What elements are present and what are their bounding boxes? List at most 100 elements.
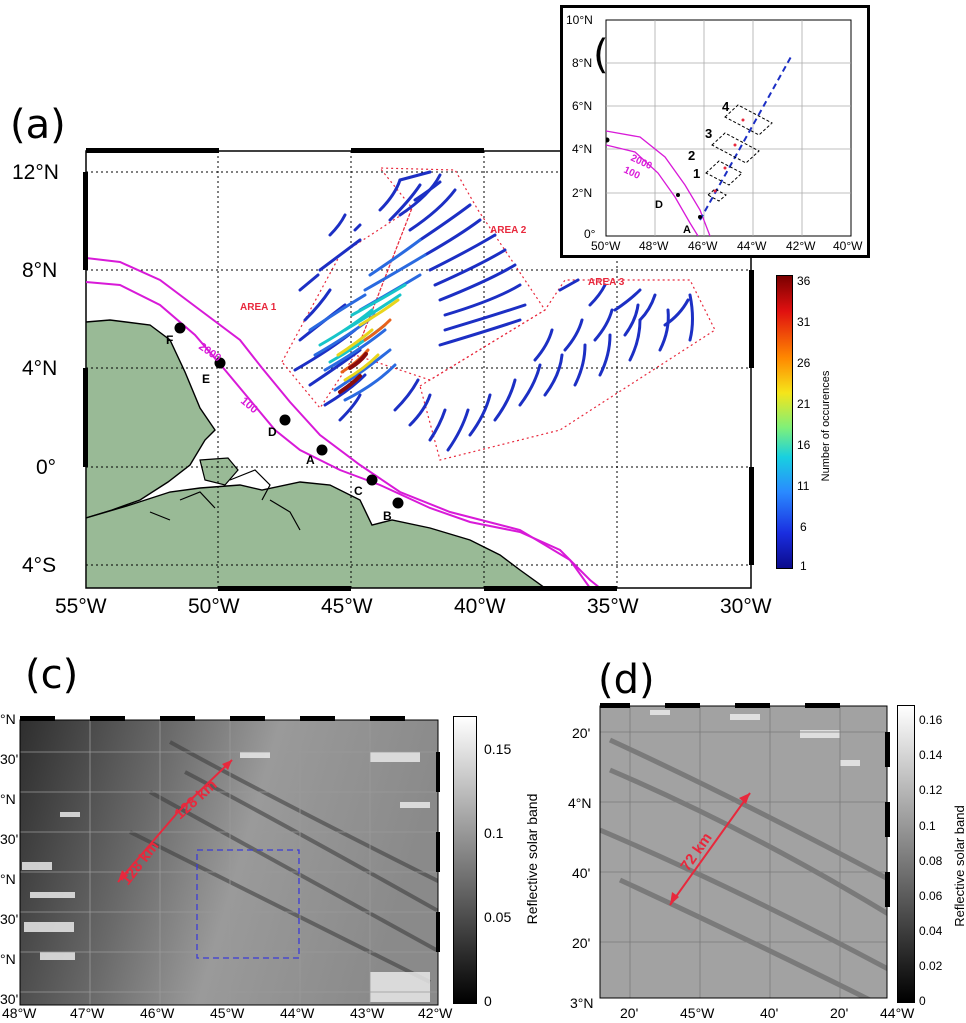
station-label: A — [683, 224, 691, 236]
lon-tick: 45°W — [321, 595, 373, 618]
land-mass — [86, 481, 547, 588]
box-label: 4 — [722, 99, 730, 114]
lon-tick: 44°W — [880, 1005, 915, 1021]
box-label: 2 — [688, 148, 695, 163]
land-mass — [199, 457, 239, 486]
lon-tick: 45°W — [680, 1005, 715, 1021]
panel-c-image: 128 km 128 km — [19, 716, 440, 1006]
lon-tick: 50°W — [188, 595, 240, 618]
colorbar-label: Reflective solar band — [524, 793, 540, 925]
colorbar-tick: 16 — [797, 438, 811, 452]
colorbar-tick: 0.02 — [919, 959, 943, 973]
colorbar-tick: 0 — [484, 993, 492, 1009]
panel-a-label: (a) — [10, 102, 66, 148]
colorbar-tick: 6 — [800, 520, 807, 534]
lon-tick: 42°W — [786, 239, 816, 253]
lat-tick: 40' — [572, 865, 591, 881]
wave-tracks — [293, 170, 694, 452]
lat-tick: 12°N — [12, 161, 59, 184]
lat-tick: 4°S — [22, 554, 57, 577]
panel-c-label: (c) — [25, 652, 79, 698]
colorbar-reflective-c — [453, 716, 477, 1004]
lon-tick: 40' — [760, 1005, 779, 1021]
lat-tick: 30' — [0, 831, 19, 847]
lat-tick: 8°N — [22, 259, 58, 282]
colorbar-occurrences — [776, 275, 793, 569]
panel-d-label: (d) — [598, 657, 655, 703]
station-label: B — [383, 509, 392, 523]
area-label: AREA 1 — [240, 302, 277, 313]
colorbar-tick: 0 — [919, 994, 926, 1008]
colorbar-tick: 36 — [797, 274, 811, 288]
station-label: D — [268, 425, 277, 439]
lon-tick: 45°W — [210, 1005, 245, 1021]
lat-tick: 30' — [0, 751, 19, 767]
lat-tick: 0° — [584, 227, 596, 241]
colorbar-tick: 0.16 — [919, 713, 943, 727]
lon-tick: 40°W — [454, 595, 506, 618]
lon-tick: 48°W — [2, 1005, 37, 1021]
colorbar-reflective-d — [897, 705, 915, 1003]
lon-tick: 55°W — [55, 595, 107, 618]
isobath-2000 — [86, 257, 591, 588]
lat-tick: 4°N — [22, 357, 58, 380]
station-label: C — [354, 484, 363, 498]
panel-d-image: 72 km — [599, 703, 890, 999]
lat-tick: °N — [0, 951, 16, 967]
lat-tick: 4°N — [572, 142, 593, 156]
lat-tick: 30' — [0, 911, 19, 927]
lat-tick: 0° — [36, 456, 57, 479]
lon-tick: 40°W — [833, 239, 863, 253]
lat-tick: 8°N — [572, 56, 593, 70]
lon-tick: 20' — [620, 1005, 639, 1021]
panel-b-map: 4 3 2 1 2000 100 D A — [605, 19, 852, 237]
colorbar-tick: 0.1 — [484, 825, 504, 841]
lon-tick: 20' — [830, 1005, 849, 1021]
colorbar-tick: 0.1 — [919, 819, 936, 833]
colorbar-tick: 11 — [797, 479, 810, 493]
colorbar-tick: 31 — [797, 315, 811, 329]
lon-tick: 46°W — [140, 1005, 175, 1021]
box-label: 3 — [705, 126, 712, 141]
colorbar-tick: 0.14 — [919, 748, 943, 762]
lon-tick: 44°W — [737, 239, 767, 253]
box-label: 1 — [693, 166, 700, 181]
lon-tick: 35°W — [587, 595, 639, 618]
lon-tick: 44°W — [280, 1005, 315, 1021]
lat-tick: 6°N — [572, 99, 593, 113]
lat-tick: °N — [0, 711, 16, 727]
lon-tick: 50°W — [591, 239, 621, 253]
colorbar-tick: 0.12 — [919, 783, 943, 797]
lon-tick: 42°W — [418, 1005, 453, 1021]
lat-tick: 20' — [572, 725, 591, 741]
lat-tick: °N — [0, 871, 16, 887]
area-label: AREA 2 — [490, 225, 527, 236]
lat-tick: 30' — [0, 991, 19, 1007]
station-label: D — [655, 199, 663, 211]
lon-tick: 47°W — [70, 1005, 105, 1021]
colorbar-tick: 26 — [797, 356, 811, 370]
lon-tick: 30°W — [720, 595, 772, 618]
lat-tick: 10°N — [566, 13, 593, 27]
station-label: F — [166, 333, 173, 347]
lat-tick: 4°N — [568, 795, 592, 811]
colorbar-label: Number of occurences — [820, 370, 832, 482]
lat-tick: 2°N — [572, 186, 593, 200]
colorbar-tick: 0.04 — [919, 924, 943, 938]
lon-tick: 48°W — [639, 239, 669, 253]
station-label: A — [306, 453, 315, 467]
colorbar-label: Reflective solar band — [952, 805, 966, 927]
colorbar-tick: 21 — [797, 397, 811, 411]
lat-tick: 20' — [572, 935, 591, 951]
lat-tick: °N — [0, 791, 16, 807]
lon-tick: 46°W — [688, 239, 718, 253]
colorbar-tick: 0.08 — [919, 854, 943, 868]
colorbar-tick: 0.15 — [484, 741, 512, 757]
lat-tick: 3°N — [570, 995, 594, 1011]
colorbar-tick: 0.05 — [484, 909, 512, 925]
station-label: E — [202, 372, 210, 386]
isobath-100 — [86, 281, 601, 588]
colorbar-tick: 0.06 — [919, 889, 943, 903]
lon-tick: 43°W — [350, 1005, 385, 1021]
area-label: AREA 3 — [588, 277, 625, 288]
